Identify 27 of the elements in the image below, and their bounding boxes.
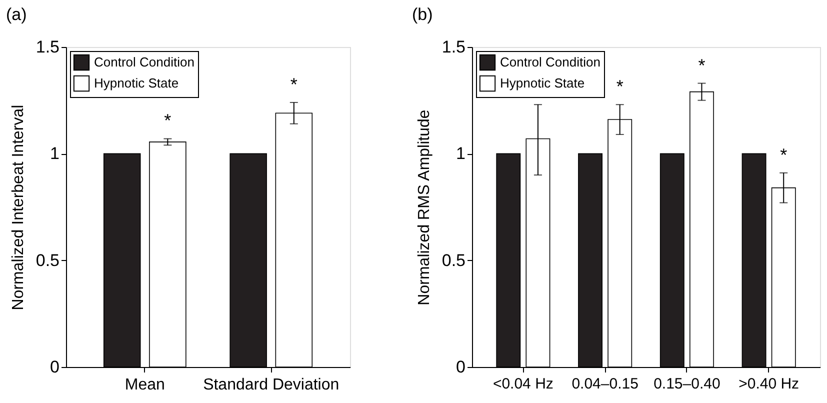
x-tick-label: Standard Deviation bbox=[203, 376, 340, 394]
y-tick-label: 1 bbox=[50, 144, 60, 164]
x-tick-label: <0.04 Hz bbox=[492, 376, 554, 392]
data-label: * bbox=[290, 74, 298, 94]
x-tick-label: >0.40 Hz bbox=[738, 376, 800, 392]
y-tick-label: 0 bbox=[456, 358, 466, 376]
y-tick-label: 0 bbox=[50, 358, 60, 376]
data-label: * bbox=[780, 144, 788, 165]
chart-title: (a) bbox=[6, 5, 27, 24]
y-axis-title: Normalized Interbeat Interval bbox=[10, 104, 27, 310]
y-tick-label: 1 bbox=[456, 144, 466, 164]
chart-title: (b) bbox=[412, 5, 433, 24]
y-tick-label: 1.5 bbox=[36, 38, 60, 56]
legend-label: Hypnotic State bbox=[500, 76, 585, 90]
x-tick-label: 0.15–0.40 bbox=[654, 376, 720, 392]
legend-label: Control Condition bbox=[94, 54, 194, 70]
y-axis-title: Normalized RMS Amplitude bbox=[416, 110, 433, 306]
y-tick-label: 0.5 bbox=[442, 250, 466, 270]
x-tick-label: 0.04–0.15 bbox=[572, 376, 638, 392]
legend-label: Control Condition bbox=[500, 54, 600, 70]
data-label: * bbox=[698, 55, 706, 76]
legend-label: Hypnotic State bbox=[94, 76, 179, 90]
x-tick-label: Mean bbox=[124, 376, 165, 394]
y-tick-label: 1.5 bbox=[442, 38, 466, 56]
data-label: * bbox=[164, 110, 172, 131]
data-label: * bbox=[616, 76, 624, 97]
y-tick-label: 0.5 bbox=[36, 250, 60, 270]
